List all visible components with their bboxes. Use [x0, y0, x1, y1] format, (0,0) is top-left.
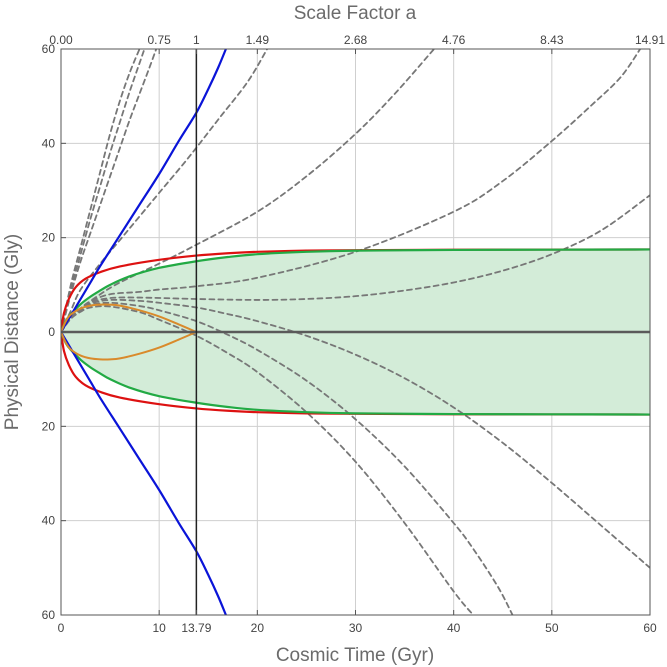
y-tick-label: 0	[48, 325, 55, 339]
event-horizon-upper-line	[61, 248, 650, 334]
event-horizon-lower-line	[61, 330, 650, 416]
top-scale-factor-label: 0.75	[147, 33, 171, 47]
top-scale-factor-label: 2.68	[344, 33, 368, 47]
y-tick-label: 20	[42, 231, 56, 245]
comoving-worldline-4-line	[61, 49, 269, 333]
comoving-worldline-1-line	[61, 49, 141, 333]
past-light-cone-upper-line	[61, 303, 198, 333]
x-tick-label: 60	[643, 621, 657, 635]
top-scale-factor-label: 1	[193, 33, 200, 47]
top-scale-factor-label: 14.91	[635, 33, 665, 47]
y-tick-label: 20	[42, 419, 56, 433]
x-axis-label: Cosmic Time (Gyr)	[276, 645, 434, 666]
x-tick-label: 50	[545, 621, 559, 635]
x-tick-label: 0	[58, 621, 65, 635]
x-tick-label: 40	[447, 621, 461, 635]
comoving-worldline-3-line	[61, 49, 158, 333]
particle-horizon-upper-line	[61, 49, 228, 334]
past-light-cone-lower-line	[61, 331, 198, 361]
top-scale-factor-label: 8.43	[540, 33, 564, 47]
x-tick-label: 30	[349, 621, 363, 635]
y-tick-label: 40	[42, 136, 56, 150]
x-tick-label: 20	[251, 621, 265, 635]
x-tick-label: 10	[152, 621, 166, 635]
comoving-worldline-7-line	[61, 194, 650, 333]
y-tick-label: 60	[42, 42, 56, 56]
comoving-worldline-2-line	[61, 49, 146, 333]
top-scale-factor-label: 4.76	[442, 33, 466, 47]
y-axis-label: Physical Distance (Gly)	[2, 234, 23, 430]
y-tick-label: 60	[42, 608, 56, 622]
y-tick-label: 40	[42, 514, 56, 528]
comoving-worldline-8-line	[61, 298, 650, 569]
top-scale-factor-label: 1.49	[246, 33, 270, 47]
top-scale-factor-label: 0.00	[49, 33, 73, 47]
comoving-worldline-10-line	[61, 305, 475, 615]
x-tick-label: 13.79	[181, 621, 211, 635]
chart-title: Scale Factor a	[294, 3, 417, 24]
particle-horizon-lower-line	[61, 330, 228, 615]
